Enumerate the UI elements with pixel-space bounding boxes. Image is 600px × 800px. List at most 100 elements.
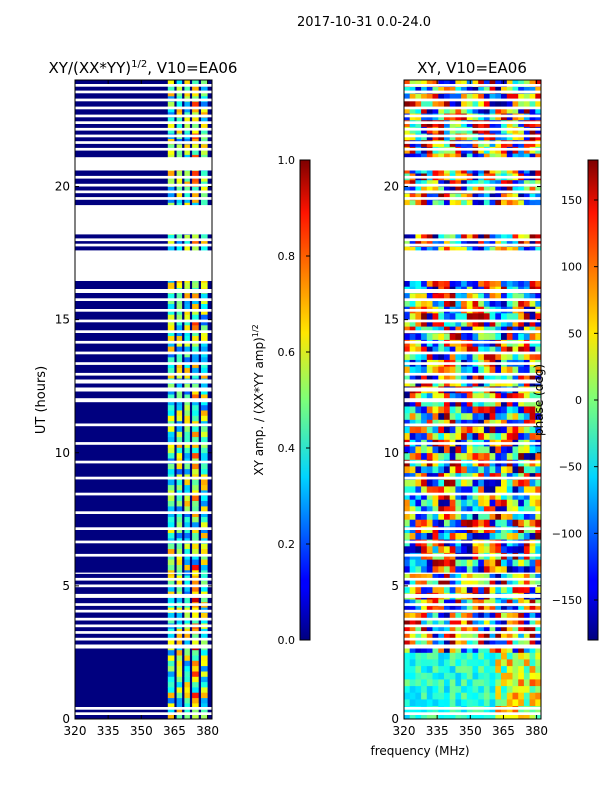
right-heatmap-cell	[444, 625, 450, 633]
right-heatmap-cell	[426, 545, 433, 553]
right-heatmap-cell	[404, 559, 410, 567]
right-heatmap-cell	[512, 346, 519, 354]
right-heatmap-cell	[489, 492, 496, 500]
left-heatmap-cell	[184, 511, 190, 517]
right-heatmap-cell	[449, 499, 456, 507]
left-heatmap-cell	[176, 367, 183, 374]
right-heatmap-cell	[449, 632, 456, 640]
left-heatmap-cell	[184, 527, 190, 533]
right-heatmap-cell	[478, 619, 485, 627]
right-heatmap-cell	[535, 392, 542, 400]
right-heatmap-cell	[529, 492, 536, 500]
right-heatmap-cell	[449, 199, 456, 207]
left-heatmap-cell	[176, 234, 183, 241]
right-heatmap-cell	[483, 612, 490, 620]
right-heatmap-cell	[506, 186, 513, 194]
right-heatmap-cell	[478, 100, 485, 107]
right-heatmap-cell	[518, 432, 525, 440]
right-heatmap-cell	[461, 532, 468, 540]
left-heatmap-cell	[201, 239, 208, 246]
right-heatmap-cell	[489, 86, 496, 94]
right-heatmap-cell	[512, 679, 519, 687]
right-heatmap-cell	[523, 579, 530, 587]
right-heatmap-cell	[432, 419, 439, 427]
right-heatmap-cell	[512, 432, 519, 440]
right-heatmap-cell	[426, 619, 433, 627]
right-heatmap-cell	[426, 532, 433, 540]
right-heatmap-cell	[404, 645, 410, 653]
right-heatmap-cell	[466, 86, 473, 94]
left-heatmap-cell	[192, 170, 199, 177]
left-heatmap-cell	[167, 596, 175, 603]
right-heatmap-cell	[432, 446, 439, 454]
right-heatmap-cell	[495, 432, 502, 440]
right-heatmap-cell	[461, 486, 468, 493]
right-heatmap-cell	[501, 412, 507, 420]
right-heatmap-cell	[478, 299, 485, 307]
right-heatmap-cell	[501, 645, 507, 653]
right-heatmap-cell	[535, 372, 542, 380]
right-heatmap-cell	[426, 632, 433, 640]
right-heatmap-cell	[404, 479, 410, 487]
right-heatmap-cell	[466, 446, 473, 454]
left-heatmap-cell	[167, 436, 175, 443]
right-heatmap-cell	[506, 106, 513, 114]
right-heatmap-cell	[506, 519, 513, 527]
right-heatmap-cell	[489, 659, 496, 667]
data-gap-band	[75, 387, 212, 392]
data-gap-band	[75, 584, 212, 588]
right-heatmap-cell	[523, 279, 530, 287]
right-heatmap-cell	[523, 239, 530, 247]
right-heatmap-cell	[489, 366, 496, 374]
data-gap-band	[75, 205, 212, 235]
right-heatmap-cell	[518, 685, 525, 693]
right-heatmap-cell	[512, 619, 519, 627]
right-heatmap-cell	[421, 179, 428, 187]
left-heatmap-cell	[167, 122, 175, 129]
right-heatmap-cell	[409, 399, 416, 407]
right-heatmap-cell	[438, 486, 445, 493]
right-heatmap-cell	[529, 545, 536, 553]
right-heatmap-cell	[455, 672, 462, 680]
right-heatmap-cell	[432, 392, 439, 400]
right-heatmap-cell	[483, 313, 490, 320]
right-heatmap-cell	[501, 612, 507, 620]
right-heatmap-cell	[523, 419, 530, 427]
right-heatmap-cell	[409, 93, 416, 101]
right-heatmap-cell	[409, 599, 416, 607]
left-heatmap-cell	[192, 617, 199, 624]
data-gap-band	[404, 205, 541, 235]
right-heatmap-cell	[466, 239, 473, 247]
data-gap-band	[75, 84, 212, 87]
left-heatmap-cell	[167, 671, 175, 677]
right-heatmap-cell	[489, 452, 496, 460]
right-heatmap-cell	[438, 366, 445, 374]
right-heatmap-cell	[512, 86, 519, 94]
right-heatmap-cell	[472, 479, 479, 487]
right-heatmap-cell	[438, 499, 445, 507]
right-heatmap-cell	[404, 585, 410, 593]
right-heatmap-cell	[518, 652, 525, 660]
data-gap-band	[75, 330, 212, 333]
right-heatmap-cell	[512, 80, 519, 87]
right-heatmap-cell	[489, 712, 496, 720]
right-heatmap-cell	[455, 246, 462, 254]
right-heatmap-cell	[535, 179, 542, 187]
left-heatmap-cell	[167, 415, 175, 422]
right-heatmap-cell	[409, 239, 416, 247]
right-heatmap-cell	[449, 645, 456, 653]
right-heatmap-cell	[478, 685, 485, 693]
right-heatmap-cell	[518, 412, 525, 420]
right-heatmap-cell	[495, 412, 502, 420]
left-heatmap-cell	[167, 197, 175, 203]
left-heatmap-cell	[176, 335, 183, 342]
data-gap-band	[75, 492, 212, 496]
right-heatmap-cell	[489, 532, 496, 540]
left-heatmap-cell	[201, 543, 208, 549]
right-heatmap-cell	[512, 466, 519, 474]
right-heatmap-cell	[421, 472, 428, 480]
right-heatmap-cell	[512, 93, 519, 101]
right-heatmap-cell	[495, 406, 502, 414]
right-heatmap-cell	[404, 506, 410, 513]
